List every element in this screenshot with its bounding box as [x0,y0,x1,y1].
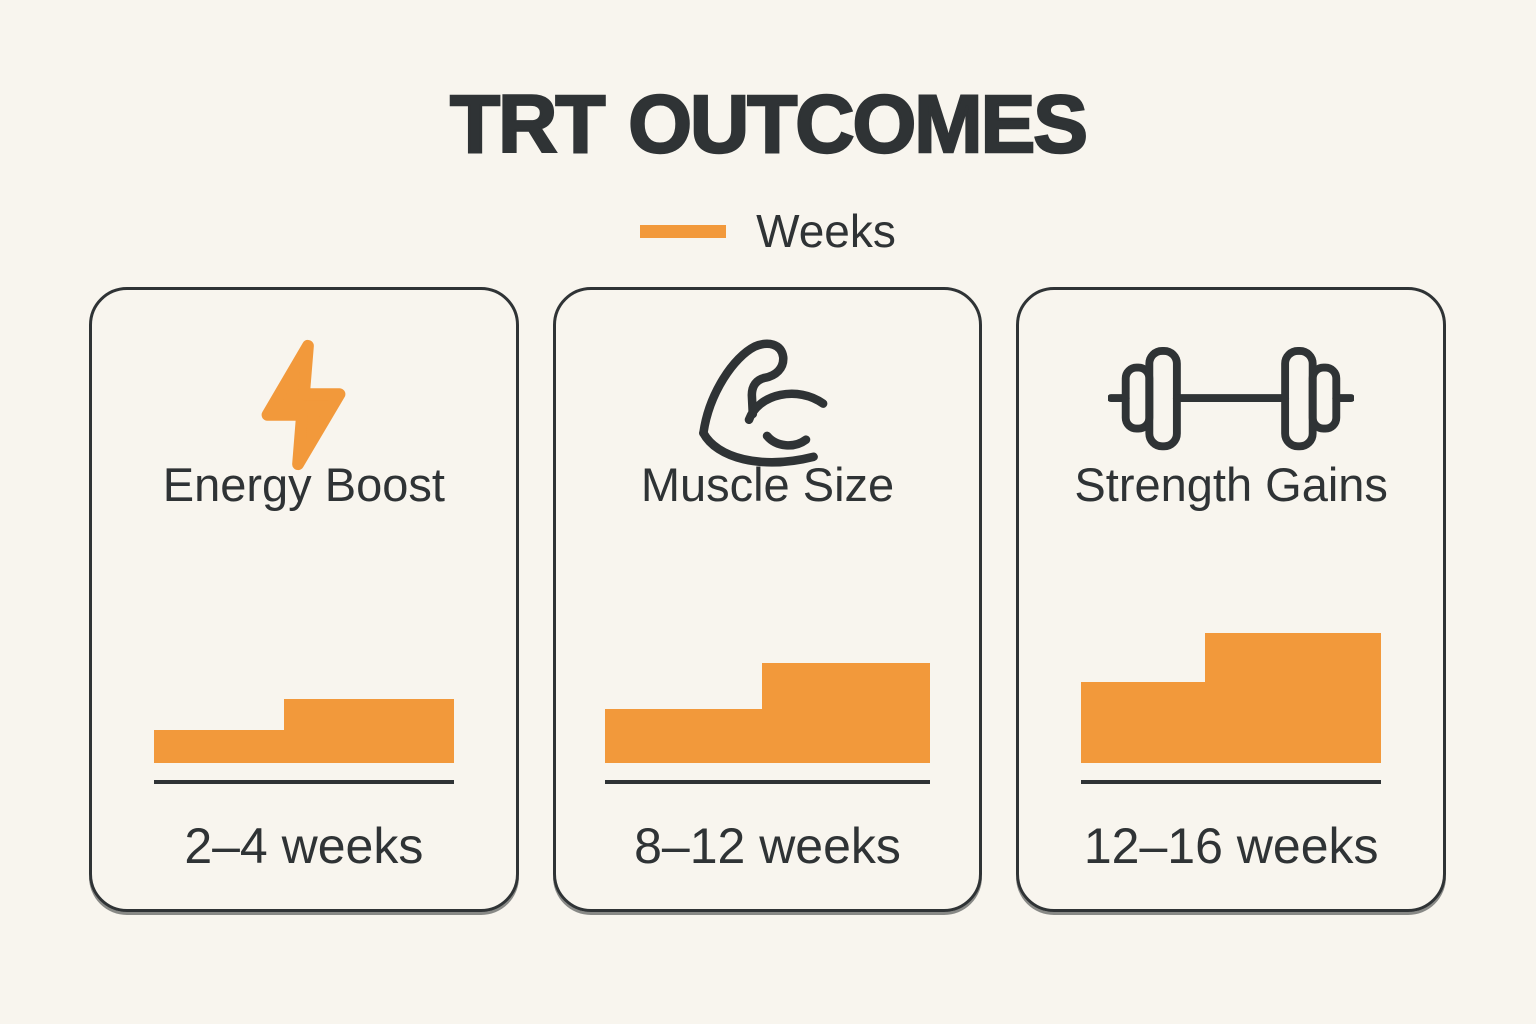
chart-baseline [153,780,454,784]
step-bar [153,699,454,763]
card-title: Strength Gains [1074,458,1388,511]
card-icon-area [556,330,980,480]
bar-step [283,699,454,763]
card-title: Muscle Size [640,458,895,511]
range-label: 2–4 weeks [184,818,424,874]
chart-baseline [605,780,930,784]
card-title: Energy Boost [162,458,445,511]
step-bar [605,663,930,763]
outcome-card-strength-gains: Strength Gains 12–16 weeks [1016,287,1447,912]
chart-baseline [1081,780,1382,784]
bar-step [1205,633,1382,763]
flexed-bicep-icon [698,339,827,466]
outcome-card-energy-boost: Energy Boost 2–4 weeks [89,287,519,912]
bar-step [605,709,762,763]
page-title: TRT OUTCOMES [449,79,1089,170]
card-icon-area [1019,330,1443,480]
step-bar-chart [556,663,980,784]
range-label: 12–16 weeks [1083,818,1379,874]
step-bar [1081,633,1382,763]
bar-step [153,730,284,763]
legend-swatch [640,224,727,238]
dumbbell-icon [1108,346,1355,451]
step-bar-chart [92,699,516,784]
card-icon-area [92,330,516,480]
outcome-card-muscle-size: Muscle Size 8–12 weeks [552,287,983,912]
step-bar-chart [1019,633,1443,784]
legend-label: Weeks [756,205,896,257]
cards-row: Energy Boost 2–4 weeks Muscle Size [89,287,1447,912]
bar-step [1081,682,1206,763]
lightning-bolt-icon [261,339,346,471]
bar-step [762,663,930,763]
legend: Weeks [0,208,1536,254]
range-label: 8–12 weeks [634,818,901,874]
